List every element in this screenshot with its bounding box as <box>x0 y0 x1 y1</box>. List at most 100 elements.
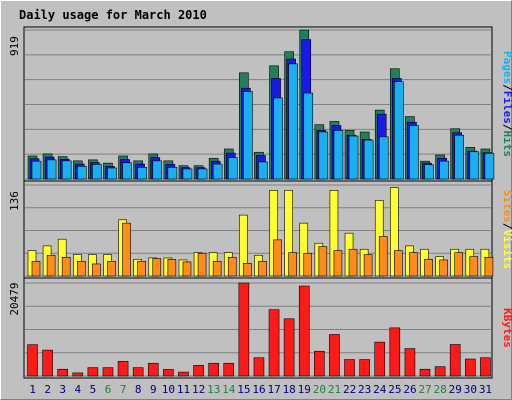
bar-pages-day-15 <box>243 91 253 180</box>
bar-kbytes-day-21 <box>329 334 340 377</box>
panel-hits-files-pages: 919 <box>8 26 495 182</box>
bar-kbytes-day-30 <box>465 358 476 377</box>
x-tick-day-26: 26 <box>403 383 416 396</box>
bar-pages-day-17 <box>273 97 283 180</box>
x-tick-day-21: 21 <box>328 383 341 396</box>
bar-pages-day-1 <box>31 160 42 180</box>
legend-pages: Pages <box>501 51 512 84</box>
bar-kbytes-day-5 <box>87 367 99 377</box>
x-tick-day-18: 18 <box>283 383 296 396</box>
bar-kbytes-day-15 <box>238 282 250 377</box>
x-tick-day-10: 10 <box>162 383 175 396</box>
bar-pages-day-20 <box>318 131 329 180</box>
bar-pages-day-13 <box>212 163 223 180</box>
bar-sites-day-23 <box>363 254 373 277</box>
x-tick-day-17: 17 <box>267 383 280 396</box>
bar-sites-day-31 <box>484 256 494 277</box>
panel-max-label: 20479 <box>8 282 21 315</box>
bar-kbytes-day-2 <box>42 349 53 377</box>
bar-kbytes-day-26 <box>404 348 416 377</box>
x-tick-day-13: 13 <box>207 383 220 396</box>
bar-kbytes-day-9 <box>147 362 159 377</box>
bar-pages-day-3 <box>61 160 72 180</box>
bar-pages-day-22 <box>348 135 359 180</box>
legend-visits: Visits <box>501 230 512 270</box>
bar-sites-day-1 <box>31 260 41 277</box>
bar-kbytes-day-27 <box>419 368 431 377</box>
x-tick-day-28: 28 <box>434 383 447 396</box>
bar-sites-day-7 <box>122 222 131 277</box>
bar-sites-day-26 <box>409 252 418 277</box>
bar-kbytes-day-3 <box>57 368 68 377</box>
bar-sites-day-22 <box>348 248 358 277</box>
bar-sites-day-9 <box>152 258 162 277</box>
panel-visits-sites: 136 <box>8 180 494 279</box>
bar-sites-day-4 <box>76 260 86 277</box>
bar-pages-day-31 <box>484 153 495 180</box>
bar-sites-day-18 <box>288 252 297 277</box>
x-tick-day-23: 23 <box>358 383 371 396</box>
panel-1-legend: Pages/Files/Hits <box>501 51 512 157</box>
x-tick-day-29: 29 <box>449 383 462 396</box>
bar-kbytes-day-22 <box>344 359 355 377</box>
bar-kbytes-day-20 <box>314 350 325 377</box>
bar-kbytes-day-17 <box>268 309 280 377</box>
bar-kbytes-day-19 <box>298 285 310 377</box>
bar-sites-day-20 <box>318 246 328 277</box>
bar-sites-day-28 <box>439 259 448 277</box>
bar-pages-day-28 <box>439 160 449 180</box>
legend-hits: Hits <box>501 131 512 158</box>
bar-pages-day-18 <box>288 63 298 180</box>
bar-pages-day-11 <box>182 168 193 180</box>
bar-pages-day-29 <box>454 134 465 180</box>
bar-pages-day-24 <box>378 136 389 180</box>
panel-3-legend: KBytes <box>501 308 512 348</box>
x-tick-day-8: 8 <box>135 383 142 396</box>
legend-sites: Sites <box>501 190 512 223</box>
legend-separator: / <box>501 124 512 131</box>
x-tick-day-24: 24 <box>373 383 387 396</box>
x-tick-day-2: 2 <box>44 383 51 396</box>
bar-kbytes-day-24 <box>374 341 386 377</box>
bar-pages-day-7 <box>122 162 132 180</box>
x-tick-day-15: 15 <box>237 383 250 396</box>
bar-kbytes-day-31 <box>480 357 491 377</box>
bar-sites-day-30 <box>469 256 479 277</box>
bar-kbytes-day-11 <box>178 371 189 377</box>
bar-kbytes-day-13 <box>208 362 219 377</box>
bar-sites-day-3 <box>61 256 71 277</box>
bar-sites-day-13 <box>212 260 222 277</box>
x-tick-day-25: 25 <box>388 383 401 396</box>
x-tick-day-31: 31 <box>479 383 492 396</box>
x-tick-day-11: 11 <box>177 383 190 396</box>
x-tick-day-1: 1 <box>29 383 36 396</box>
bar-pages-day-19 <box>303 92 314 180</box>
bar-pages-day-10 <box>167 167 178 180</box>
bar-kbytes-day-1 <box>27 344 38 377</box>
x-tick-day-27: 27 <box>418 383 431 396</box>
bar-sites-day-27 <box>424 258 433 277</box>
bar-pages-day-9 <box>152 160 163 180</box>
legend-separator: / <box>501 223 512 230</box>
bar-kbytes-day-25 <box>389 327 401 377</box>
bar-sites-day-15 <box>243 262 252 277</box>
bar-pages-day-2 <box>46 159 57 180</box>
x-axis-day-labels: 1 2 3 4 5 6 7 8 9 10 11 12 13 14 15 16 17 18 19 20 21 22 23 24 2… <box>29 383 492 396</box>
bar-sites-day-2 <box>46 254 56 277</box>
bar-sites-day-21 <box>333 250 343 277</box>
x-tick-day-14: 14 <box>222 383 236 396</box>
x-tick-day-16: 16 <box>252 383 265 396</box>
x-tick-day-9: 9 <box>150 383 157 396</box>
bar-pages-day-25 <box>394 81 404 180</box>
bar-kbytes-day-12 <box>193 365 204 377</box>
bar-sites-day-19 <box>303 252 313 277</box>
panel-max-label: 136 <box>8 191 21 211</box>
bar-sites-day-29 <box>454 252 464 277</box>
bar-pages-day-8 <box>137 167 147 180</box>
bar-pages-day-21 <box>333 130 344 180</box>
bar-pages-day-16 <box>258 161 268 180</box>
bar-pages-day-26 <box>409 125 419 180</box>
bar-kbytes-day-6 <box>102 367 114 377</box>
bar-kbytes-day-16 <box>253 357 265 377</box>
bar-kbytes-day-8 <box>132 367 144 377</box>
